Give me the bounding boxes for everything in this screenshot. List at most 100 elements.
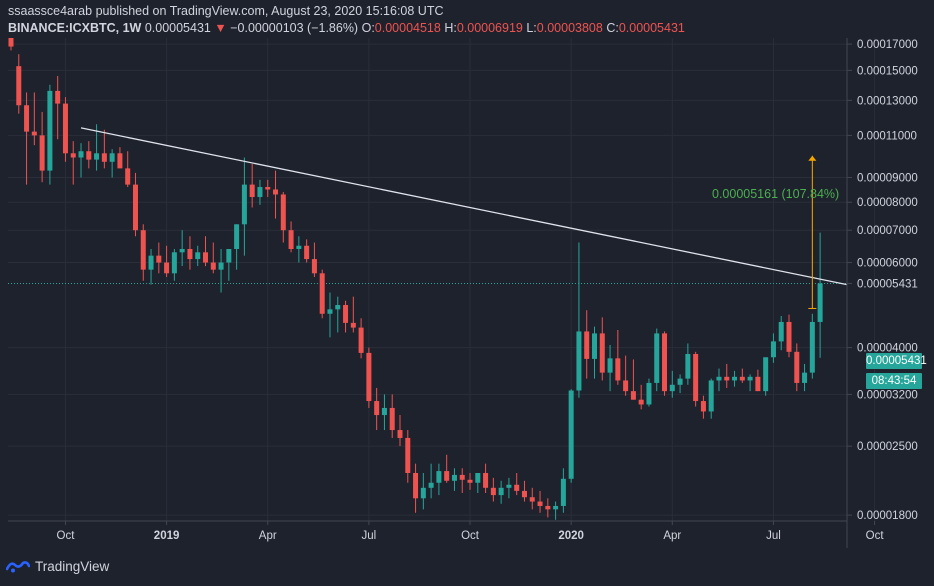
candle-body [739,376,745,381]
brand-footer[interactable]: TradingView [6,558,109,574]
candle [335,296,341,333]
candle-body [521,490,527,498]
candle-body [553,505,559,510]
candle-body [62,103,68,154]
measure-label: 0.00005161 (107.84%) [712,187,840,201]
candle-body [436,471,442,483]
candle-body [210,262,216,270]
candle [343,300,349,333]
candle-body [475,472,481,483]
candle-body [132,184,138,231]
candle-body [677,378,683,385]
candle-body [31,131,37,136]
measure-arrowhead [808,155,817,161]
price-axis-label: 0.00004000 [857,343,918,355]
candle-body [630,391,636,400]
candle-body [576,331,582,391]
candle [358,318,364,359]
candle [218,249,224,293]
candle [529,487,535,510]
candle [171,249,177,281]
candle-body [179,249,185,253]
candle [70,141,76,185]
candle-body [265,187,271,190]
candle [475,472,481,493]
candle [646,378,652,407]
candle [148,249,154,285]
candle-body [514,484,520,491]
candle [62,97,68,162]
candle-body [319,273,325,314]
candle [693,351,699,407]
price-axis-label: 0.00002500 [857,441,918,453]
candle [78,143,84,178]
price-axis-label: 0.00001800 [857,510,918,522]
chart-grid [8,38,876,521]
candle [319,269,325,319]
candle-body [94,153,100,160]
candle [778,316,784,351]
symbol-line: BINANCE:ICXBTC, 1W 0.00005431 ▼ −0.00000… [8,21,685,35]
candle-body [8,38,14,47]
candle-body [241,184,247,225]
candle-body [257,187,263,198]
candle [599,317,605,381]
candle-body [389,407,395,431]
price-axis-label: 0.00008000 [857,197,918,209]
candle-body [374,401,380,416]
candle-body [78,151,84,158]
publish-info: published on TradingView.com, August 23,… [95,4,444,18]
candle-body [39,135,45,171]
candle-body [716,376,722,381]
candle-body [413,472,419,499]
candle [662,331,668,396]
candle-body [280,194,286,231]
candle-body [117,153,123,169]
candle [514,472,520,496]
candle-body [623,380,629,392]
candle-body [498,487,504,496]
candle-body [592,333,597,359]
candle-body [693,353,699,402]
candle [459,468,465,493]
candle-body [249,184,255,198]
candle [770,333,776,363]
candle [187,236,193,270]
candle-body [763,357,769,392]
open-label: O: [361,21,375,35]
tradingview-logo-icon [6,561,30,573]
price-change: −0.00000103 (−1.86%) [230,21,359,35]
candle [739,368,745,383]
time-axis-label: Jul [766,530,781,542]
close-value: 0.00005431 [618,21,685,35]
trendline [80,127,848,286]
candle-body [646,382,652,405]
candle-body [770,341,776,358]
price-axis-label: 0.00013000 [857,95,918,107]
candle [732,370,738,387]
publish-line: ssaassce4arab published on TradingView.c… [8,4,443,18]
candle [288,221,294,253]
price-axis-label: 0.00005431 [857,278,918,290]
candle [265,179,271,198]
candle [413,463,419,513]
price-axis-label: 0.00006000 [857,258,918,270]
candle-body [296,245,302,250]
high-value: 0.00006919 [456,21,523,35]
publisher-name: ssaassce4arab [8,4,93,18]
candle [451,468,457,491]
candle-body [786,321,792,352]
candle [677,374,683,394]
candle [55,76,61,140]
time-axis-label: Apr [259,530,277,542]
candle [39,111,45,183]
candle [553,501,559,520]
candle [101,129,107,169]
candle-body [164,262,170,274]
candle [366,347,372,408]
candle [210,242,216,274]
candle [669,370,675,398]
candle [203,236,208,267]
candle-body [802,372,808,383]
